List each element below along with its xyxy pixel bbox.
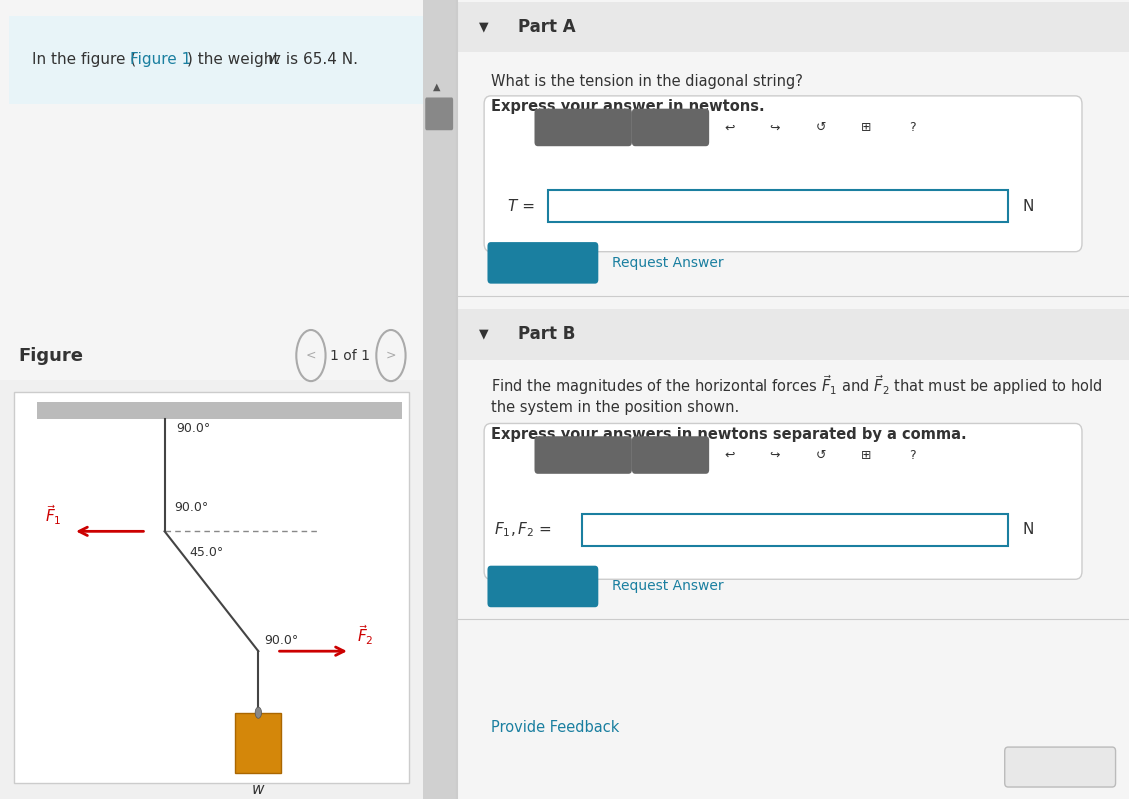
FancyBboxPatch shape [1005,747,1115,787]
Text: 45.0°: 45.0° [190,546,224,559]
Text: w: w [268,53,280,67]
Text: ■√□: ■√□ [569,450,597,461]
Text: Express your answers in newtons separated by a comma.: Express your answers in newtons separate… [491,427,966,442]
Text: the system in the position shown.: the system in the position shown. [491,400,739,415]
Text: Find the magnitudes of the horizontal forces $\vec{F}_1$ and $\vec{F}_2$ that mu: Find the magnitudes of the horizontal fo… [491,373,1102,397]
Text: $F_1, F_2$ =: $F_1, F_2$ = [495,520,552,539]
FancyBboxPatch shape [457,309,1129,360]
Text: ?: ? [909,449,916,462]
Text: ↺: ↺ [815,449,826,462]
Text: Figure: Figure [18,347,84,364]
Text: ↺: ↺ [815,121,826,134]
Text: Figure 1: Figure 1 [130,53,192,67]
FancyBboxPatch shape [484,423,1082,579]
FancyBboxPatch shape [548,190,1008,222]
Text: AΣφ: AΣφ [659,451,681,460]
FancyBboxPatch shape [14,392,409,783]
Text: 1 of 1: 1 of 1 [330,348,370,363]
Text: ⊞: ⊞ [861,449,872,462]
Circle shape [255,707,262,718]
FancyBboxPatch shape [581,514,1008,546]
Text: 90.0°: 90.0° [175,501,209,514]
Text: Express your answer in newtons.: Express your answer in newtons. [491,99,764,114]
FancyBboxPatch shape [632,109,709,146]
Text: >: > [386,349,396,362]
FancyBboxPatch shape [534,436,632,474]
Text: ↪: ↪ [770,449,780,462]
Text: ↩: ↩ [724,449,735,462]
Text: ▼: ▼ [480,328,489,341]
Text: T =: T = [508,199,535,213]
FancyBboxPatch shape [488,566,598,607]
Text: ) the weight: ) the weight [187,53,285,67]
Text: Submit: Submit [515,579,570,594]
FancyBboxPatch shape [488,242,598,284]
Text: Next ▶: Next ▶ [1036,760,1084,774]
Text: In the figure (: In the figure ( [32,53,137,67]
Text: 90.0°: 90.0° [264,634,298,647]
Text: ↩: ↩ [724,121,735,134]
FancyBboxPatch shape [484,96,1082,252]
FancyBboxPatch shape [0,380,423,799]
FancyBboxPatch shape [426,97,453,130]
Text: ?: ? [909,121,916,134]
FancyBboxPatch shape [236,713,281,773]
Text: AΣφ: AΣφ [659,123,681,133]
FancyBboxPatch shape [534,109,632,146]
Text: ■√□: ■√□ [569,122,597,133]
Text: ▼: ▼ [480,20,489,34]
Text: $\vec{F}_1$: $\vec{F}_1$ [45,503,62,527]
Text: w: w [252,782,264,797]
FancyBboxPatch shape [457,2,1129,52]
FancyBboxPatch shape [423,0,457,799]
Text: Part A: Part A [518,18,576,36]
Text: Part B: Part B [518,325,575,344]
Text: Provide Feedback: Provide Feedback [491,720,619,734]
Text: $\vec{F}_2$: $\vec{F}_2$ [357,623,374,647]
Text: 90.0°: 90.0° [176,422,210,435]
Text: ▲: ▲ [432,81,440,91]
Text: Submit: Submit [515,256,570,270]
FancyBboxPatch shape [632,436,709,474]
Text: N: N [1023,523,1034,537]
FancyBboxPatch shape [36,402,402,419]
Text: Request Answer: Request Answer [612,256,724,270]
Text: What is the tension in the diagonal string?: What is the tension in the diagonal stri… [491,74,803,89]
Text: ↪: ↪ [770,121,780,134]
FancyBboxPatch shape [9,16,435,104]
Text: N: N [1023,199,1034,213]
Text: ⊞: ⊞ [861,121,872,134]
Text: <: < [306,349,316,362]
Text: is 65.4 N.: is 65.4 N. [281,53,358,67]
Text: Request Answer: Request Answer [612,579,724,594]
